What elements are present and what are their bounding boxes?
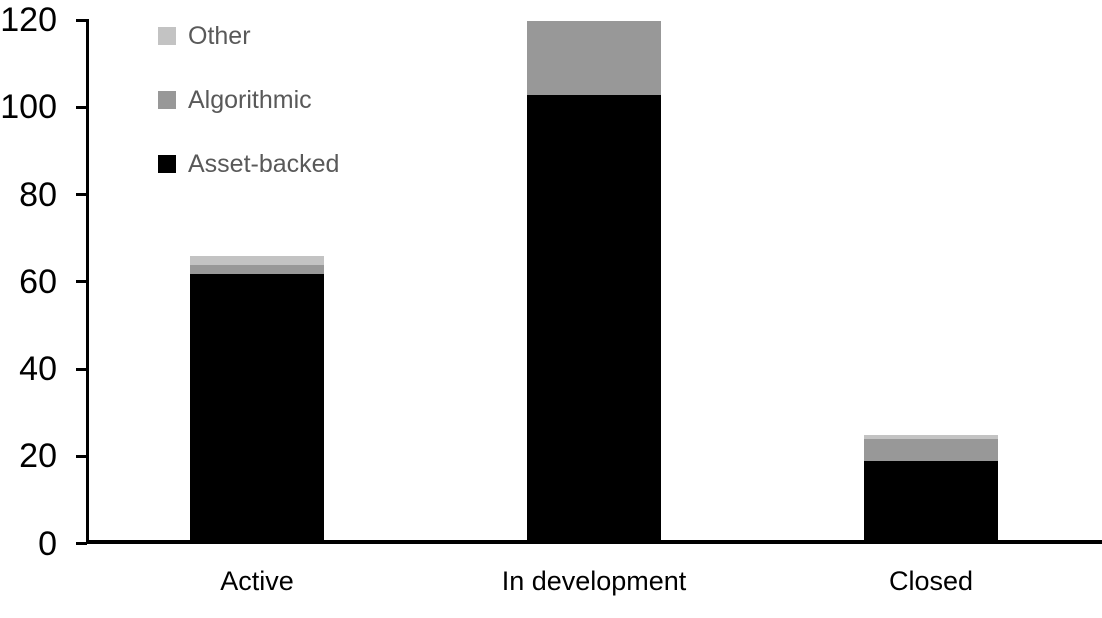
x-axis-label-in-development: In development xyxy=(501,566,687,596)
y-tick-label-120: 120 xyxy=(0,1,57,39)
legend-item-algorithmic: Algorithmic xyxy=(158,85,339,114)
legend-item-other: Other xyxy=(158,21,339,50)
y-tick-label-0: 0 xyxy=(38,524,57,563)
y-tick-label-40: 40 xyxy=(19,350,57,388)
x-axis-label-active: Active xyxy=(220,566,294,596)
y-tick-mark-20 xyxy=(76,454,87,458)
y-tick-label-60: 60 xyxy=(19,262,57,301)
y-tick-mark-120 xyxy=(76,18,87,22)
y-tick-mark-60 xyxy=(76,280,87,284)
legend-item-asset-backed: Asset-backed xyxy=(158,149,340,178)
y-tick-mark-40 xyxy=(76,367,87,371)
legend-swatch-other-icon xyxy=(158,27,176,45)
y-tick-mark-0 xyxy=(76,542,87,545)
legend: Other Algorithmic Asset-backed xyxy=(158,21,340,215)
y-tick-label-20: 20 xyxy=(19,437,57,476)
y-axis-line xyxy=(86,19,89,544)
y-tick-label-80: 80 xyxy=(19,175,57,214)
bar-segment-active-algorithmic xyxy=(190,264,324,274)
bar-in-development xyxy=(527,20,661,544)
bar-segment-closed-other xyxy=(864,434,998,440)
y-tick-mark-100 xyxy=(76,105,87,109)
bar-segment-active-asset-backed xyxy=(190,273,324,544)
y-tick-mark-80 xyxy=(76,193,87,196)
bar-segment-in-development-asset-backed xyxy=(527,94,661,544)
bar-segment-closed-algorithmic xyxy=(864,439,998,462)
x-axis-label-closed: Closed xyxy=(888,566,974,596)
bar-active xyxy=(190,256,324,544)
bar-closed xyxy=(864,434,998,544)
bar-segment-closed-asset-backed xyxy=(864,461,998,544)
legend-label-other: Other xyxy=(188,21,251,50)
bar-segment-in-development-algorithmic xyxy=(527,20,661,95)
legend-swatch-asset-backed-icon xyxy=(158,155,176,173)
legend-swatch-algorithmic-icon xyxy=(158,91,176,109)
bar-segment-active-other xyxy=(190,256,324,265)
legend-label-algorithmic: Algorithmic xyxy=(188,85,312,114)
legend-label-asset-backed: Asset-backed xyxy=(188,149,340,178)
y-tick-label-100: 100 xyxy=(0,88,57,127)
